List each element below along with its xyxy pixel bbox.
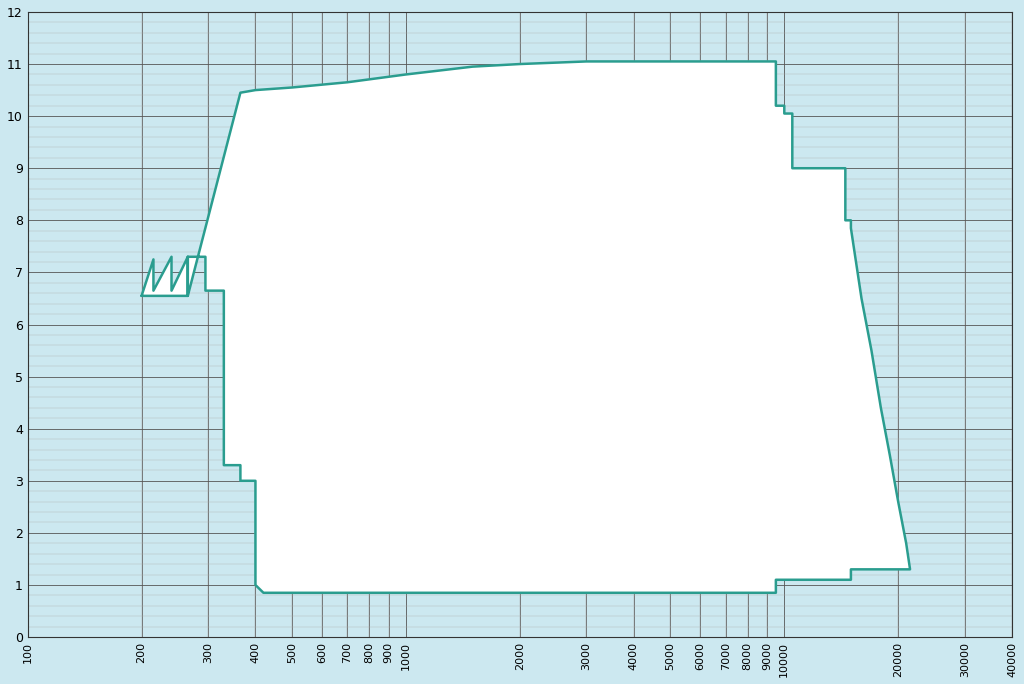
Polygon shape xyxy=(141,62,910,593)
